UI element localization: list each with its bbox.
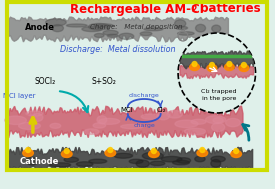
Text: MCl layer: MCl layer [3,93,35,99]
Text: Cl₂: Cl₂ [157,107,166,113]
Ellipse shape [176,26,188,29]
Ellipse shape [196,24,206,32]
Ellipse shape [184,128,206,135]
Ellipse shape [119,33,134,40]
Ellipse shape [225,64,234,70]
Ellipse shape [192,61,197,67]
Polygon shape [9,17,229,42]
Ellipse shape [142,152,163,160]
Polygon shape [9,147,253,170]
Ellipse shape [52,25,64,32]
Ellipse shape [93,123,106,128]
Ellipse shape [175,120,198,128]
Ellipse shape [67,24,87,27]
Text: 2: 2 [192,5,197,14]
Ellipse shape [108,147,113,153]
Ellipse shape [177,158,191,163]
Ellipse shape [88,23,109,30]
Ellipse shape [129,159,143,163]
Ellipse shape [5,116,26,125]
Ellipse shape [191,119,206,124]
Ellipse shape [239,64,249,71]
Ellipse shape [211,123,225,132]
Ellipse shape [32,113,43,121]
Ellipse shape [97,116,107,124]
Ellipse shape [103,30,118,35]
Ellipse shape [213,118,223,123]
Text: Rechargeable AM-Cl: Rechargeable AM-Cl [70,2,203,15]
Text: batteries: batteries [196,2,260,15]
Ellipse shape [178,32,194,35]
Text: SOCl₂: SOCl₂ [35,77,56,85]
Ellipse shape [26,157,38,165]
Text: Charge:   Metal deposition: Charge: Metal deposition [90,24,183,30]
Text: Cathode: Cathode [19,157,59,167]
Ellipse shape [94,24,113,27]
Circle shape [178,33,255,113]
Ellipse shape [152,149,156,153]
Ellipse shape [211,160,221,167]
Text: Anode: Anode [25,23,55,33]
Ellipse shape [141,114,160,119]
Ellipse shape [140,32,152,36]
Ellipse shape [64,149,69,153]
Polygon shape [9,106,243,138]
Ellipse shape [234,149,239,153]
Ellipse shape [226,118,240,127]
Ellipse shape [207,64,217,71]
Polygon shape [180,64,254,79]
Text: Discharge:  Metal dissolution: Discharge: Metal dissolution [60,46,176,54]
Text: Cl₂ trapped
in the pore: Cl₂ trapped in the pore [201,89,236,101]
Ellipse shape [84,129,99,134]
Ellipse shape [23,149,33,156]
Ellipse shape [136,160,149,167]
Ellipse shape [212,25,221,32]
Ellipse shape [64,157,78,162]
Ellipse shape [50,163,71,167]
Polygon shape [180,51,254,69]
Ellipse shape [175,20,186,28]
Ellipse shape [144,28,163,31]
Ellipse shape [18,122,40,129]
Ellipse shape [227,61,232,67]
Ellipse shape [161,156,182,162]
Ellipse shape [121,125,143,129]
Ellipse shape [61,150,72,157]
Ellipse shape [210,63,215,67]
Text: S+SO₂: S+SO₂ [91,77,116,85]
Ellipse shape [241,63,246,67]
Ellipse shape [150,161,165,166]
Ellipse shape [211,156,225,162]
Ellipse shape [172,160,189,165]
Ellipse shape [26,111,43,116]
Ellipse shape [89,159,107,163]
Ellipse shape [206,116,226,124]
Ellipse shape [99,118,120,124]
Ellipse shape [76,162,93,166]
Ellipse shape [157,112,170,120]
Bar [7,2,267,170]
Ellipse shape [94,33,104,37]
Ellipse shape [167,110,182,118]
Ellipse shape [50,123,61,128]
Ellipse shape [211,33,229,40]
Text: charge: charge [133,123,155,129]
Ellipse shape [114,153,133,158]
Ellipse shape [148,150,159,157]
Ellipse shape [107,34,118,37]
Ellipse shape [197,149,208,156]
Ellipse shape [190,64,199,70]
Ellipse shape [200,147,205,153]
Text: discharge: discharge [129,94,160,98]
Ellipse shape [195,156,205,162]
Ellipse shape [231,150,241,157]
Ellipse shape [46,19,66,26]
Ellipse shape [82,27,102,32]
Ellipse shape [105,149,116,156]
Ellipse shape [26,147,31,153]
Text: MCl: MCl [120,107,133,113]
